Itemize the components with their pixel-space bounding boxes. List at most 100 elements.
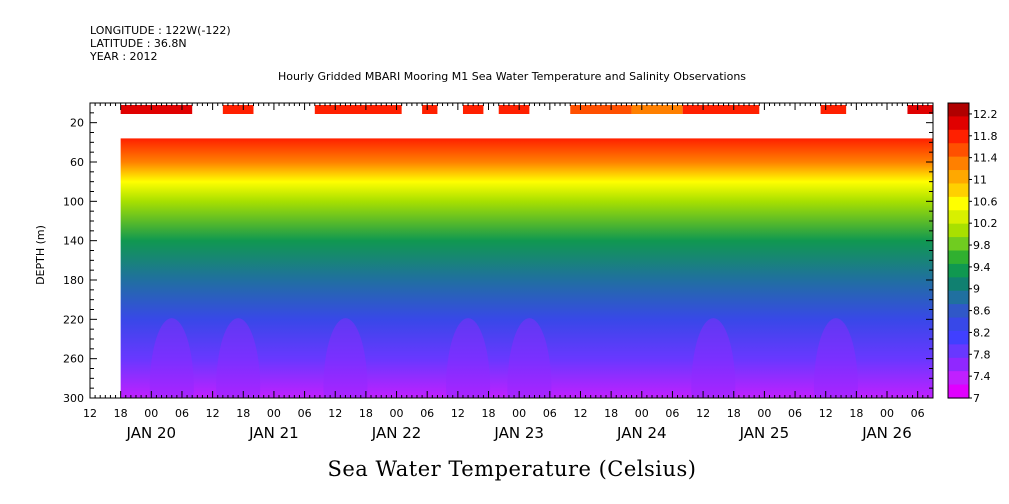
- surface-bar-segment: [907, 105, 933, 114]
- x-hour-label: 06: [788, 407, 802, 420]
- surface-bar-segment: [682, 105, 760, 114]
- cool-plume: [691, 318, 736, 398]
- x-hour-label: 00: [390, 407, 404, 420]
- x-hour-label: 18: [482, 407, 496, 420]
- surface-bar-segment: [222, 105, 254, 114]
- colorbar-swatch: [948, 156, 969, 171]
- y-tick-label: 220: [63, 313, 84, 326]
- x-day-label: JAN 25: [739, 424, 790, 442]
- x-hour-label: 00: [144, 407, 158, 420]
- cool-plume: [323, 318, 368, 398]
- y-tick-label: 260: [63, 353, 84, 366]
- x-hour-label: 12: [328, 407, 342, 420]
- colorbar-swatch: [948, 384, 969, 399]
- y-axis: 20 60 100 140 180 220 260 300: [63, 102, 933, 405]
- colorbar-swatch: [948, 129, 969, 144]
- surface-bar-segment: [120, 105, 193, 114]
- y-tick-label: 180: [63, 274, 84, 287]
- x-hour-label: 12: [819, 407, 833, 420]
- x-hour-label: 06: [175, 407, 189, 420]
- y-tick-label: 60: [70, 156, 84, 169]
- x-hour-label: 12: [573, 407, 587, 420]
- colorbar-label: 11: [973, 173, 987, 186]
- x-hour-label: 00: [512, 407, 526, 420]
- x-hour-label: 06: [665, 407, 679, 420]
- cool-plume: [446, 318, 491, 398]
- colorbar-swatch: [948, 344, 969, 359]
- y-tick-label: 300: [63, 392, 84, 405]
- y-tick-label: 100: [63, 195, 84, 208]
- x-hour-label: 18: [604, 407, 618, 420]
- surface-bar: [120, 105, 933, 114]
- colorbar-swatch: [948, 371, 969, 386]
- surface-bar-segment: [422, 105, 438, 114]
- colorbar-swatch: [948, 250, 969, 265]
- colorbar: 12.2 11.8 11.4 11 10.6 10.2 9.8 9.4 9 8.6 8.2 7.8 7.…: [947, 102, 998, 405]
- y-tick-label: 140: [63, 235, 84, 248]
- colorbar-label: 7.8: [973, 348, 991, 361]
- x-hour-label: 18: [727, 407, 741, 420]
- colorbar-label: 11.8: [973, 130, 998, 143]
- colorbar-swatch: [948, 196, 969, 211]
- colorbar-label: 7.4: [973, 370, 991, 383]
- colorbar-swatch: [948, 103, 969, 118]
- temperature-variations: [149, 318, 858, 398]
- latitude-label: LATITUDE : 36.8N: [90, 37, 187, 50]
- colorbar-label: 9.4: [973, 261, 991, 274]
- x-hour-label: 12: [451, 407, 465, 420]
- x-hour-label: 18: [114, 407, 128, 420]
- colorbar-swatch: [948, 116, 969, 131]
- x-hour-label: 06: [543, 407, 557, 420]
- x-hour-label: 00: [635, 407, 649, 420]
- cool-plume: [507, 318, 552, 398]
- colorbar-swatch: [948, 290, 969, 305]
- surface-bar-segment: [570, 105, 632, 114]
- x-hour-label: 06: [911, 407, 925, 420]
- surface-bar-segment: [631, 105, 683, 114]
- colorbar-label: 7: [973, 392, 980, 405]
- chart-title: Hourly Gridded MBARI Mooring M1 Sea Wate…: [278, 70, 746, 83]
- colorbar-label: 11.4: [973, 152, 998, 165]
- year-label: YEAR : 2012: [89, 50, 158, 63]
- x-hour-label: 12: [83, 407, 97, 420]
- colorbar-label: 9.8: [973, 239, 991, 252]
- y-tick-label: 20: [70, 117, 84, 130]
- colorbar-label: 10.6: [973, 195, 998, 208]
- colorbar-swatch: [948, 277, 969, 292]
- colorbar-label: 8.6: [973, 305, 991, 318]
- plot-area: [120, 105, 933, 398]
- x-day-label: JAN 22: [371, 424, 422, 442]
- temperature-field: [120, 138, 933, 398]
- colorbar-swatch: [948, 317, 969, 332]
- cool-plume: [813, 318, 858, 398]
- y-axis-label: DEPTH (m): [34, 225, 47, 285]
- x-hour-label: 06: [298, 407, 312, 420]
- colorbar-label: 9: [973, 283, 980, 296]
- colorbar-label: 10.2: [973, 217, 998, 230]
- colorbar-swatch: [948, 183, 969, 198]
- x-hour-label: 12: [696, 407, 710, 420]
- colorbar-swatch: [948, 210, 969, 225]
- colorbar-swatch: [948, 223, 969, 238]
- colorbar-swatch: [948, 304, 969, 319]
- longitude-label: LONGITUDE : 122W(-122): [90, 24, 231, 37]
- x-hour-label: 00: [880, 407, 894, 420]
- surface-bar-segment: [462, 105, 484, 114]
- x-day-label: JAN 23: [493, 424, 544, 442]
- x-day-label: JAN 21: [248, 424, 299, 442]
- colorbar-swatch: [948, 330, 969, 345]
- surface-bar-segment: [314, 105, 402, 114]
- x-hour-label: 00: [267, 407, 281, 420]
- colorbar-swatch: [948, 237, 969, 252]
- colorbar-swatch: [948, 170, 969, 185]
- colorbar-swatch: [948, 143, 969, 158]
- cool-plume: [216, 318, 261, 398]
- x-hour-label: 12: [206, 407, 220, 420]
- colorbar-frame: [947, 102, 970, 399]
- colorbar-swatch: [948, 263, 969, 278]
- colorbar-label: 12.2: [973, 108, 998, 121]
- x-hour-label: 18: [359, 407, 373, 420]
- x-axis-label: Sea Water Temperature (Celsius): [327, 457, 696, 481]
- x-day-label: JAN 20: [126, 424, 177, 442]
